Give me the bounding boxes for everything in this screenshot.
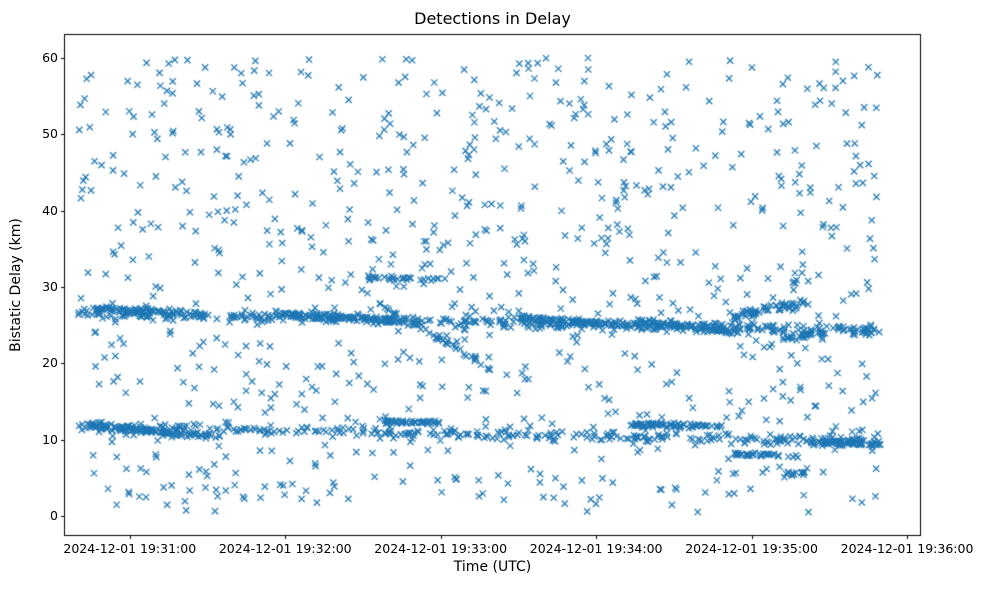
y-tick-label: 40: [42, 202, 58, 218]
y-tick-label: 20: [42, 355, 58, 371]
x-tick-label: 2024-12-01 19:31:00: [63, 541, 197, 556]
x-tick-label: 2024-12-01 19:35:00: [685, 541, 818, 556]
y-tick-label: 0: [50, 507, 58, 523]
x-tick-label: 2024-12-01 19:34:00: [529, 541, 663, 556]
y-tick-label: 10: [42, 431, 58, 447]
y-tick-label: 50: [42, 126, 58, 142]
x-tick-label: 2024-12-01 19:33:00: [374, 541, 508, 556]
x-tick-label: 2024-12-01 19:32:00: [218, 541, 352, 556]
y-tick-label: 30: [42, 278, 58, 294]
x-tick-label: 2024-12-01 19:36:00: [840, 541, 974, 556]
x-axis-label: Time (UTC): [453, 559, 532, 575]
y-tick-label: 60: [42, 49, 58, 65]
chart-title: Detections in Delay: [414, 9, 571, 28]
